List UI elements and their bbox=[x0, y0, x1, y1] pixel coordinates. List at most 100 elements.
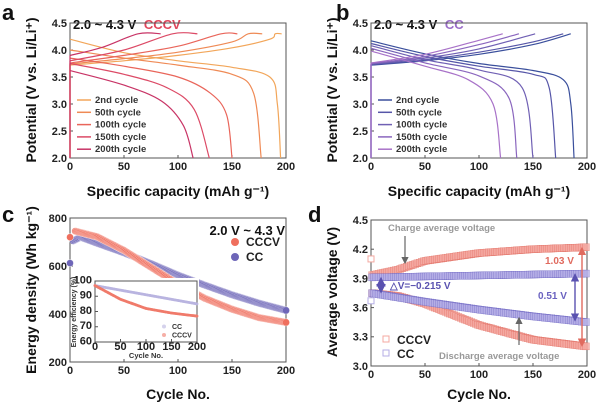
inset-point bbox=[195, 302, 199, 306]
panel-a-ytick-label: 3.5 bbox=[52, 72, 67, 84]
panel-a-legend-label: 100th cycle bbox=[95, 120, 146, 131]
panel-b-ytick-label: 2.5 bbox=[353, 126, 368, 138]
panel-b-charge-curve bbox=[370, 33, 520, 65]
panel-b-charge-curve bbox=[370, 33, 503, 64]
panel-c-xlabel: Cycle No. bbox=[146, 386, 210, 402]
panel-a-xtick-label: 50 bbox=[118, 161, 130, 173]
panel-c-xtick-label: 150 bbox=[223, 365, 241, 377]
panel-c-xtick-label: 0 bbox=[67, 365, 73, 377]
panel-b-ytick-label: 4.5 bbox=[353, 18, 368, 30]
inset-xtick-label: 0 bbox=[92, 341, 98, 353]
panel-c-legend-marker bbox=[231, 253, 239, 261]
panel-c-ytick-label: 200 bbox=[49, 357, 67, 369]
panel-d-ytick-label: 3.6 bbox=[353, 302, 368, 314]
panel-b-xtick-label: 100 bbox=[470, 161, 488, 173]
panel-a-xtick-label: 100 bbox=[169, 161, 187, 173]
panel-c-ytick-label: 800 bbox=[49, 213, 67, 225]
panel-a-ytick-label: 2.0 bbox=[52, 153, 67, 165]
panel-d-ytick-label: 4.2 bbox=[353, 244, 368, 256]
panel-b-xtick-label: 0 bbox=[368, 161, 374, 173]
panel-d-xtick-label: 200 bbox=[578, 369, 596, 381]
panel-letter-b: b bbox=[336, 0, 349, 25]
panel-b-ylabel: Potential (V vs. Li/Li⁺) bbox=[324, 17, 340, 162]
panel-b-charge-curve bbox=[370, 33, 536, 65]
panel-a-ytick-label: 4.0 bbox=[52, 45, 67, 57]
panel-c-xtick-label: 200 bbox=[277, 365, 295, 377]
panel-d-point bbox=[582, 269, 590, 278]
inset-point bbox=[195, 314, 199, 318]
panel-d-xtick-label: 100 bbox=[470, 369, 488, 381]
panel-a-ylabel: Potential (V vs. Li/Li⁺) bbox=[23, 17, 39, 162]
inset-ylabel: Energy efficiency (%) bbox=[71, 277, 78, 348]
panel-b-ytick-label: 2.0 bbox=[353, 153, 368, 165]
panel-a-ytick-label: 2.5 bbox=[52, 126, 67, 138]
panel-c-point bbox=[282, 306, 290, 315]
panel-b-xtick-label: 150 bbox=[524, 161, 542, 173]
panel-a-title: 2.0 ~ 4.3 V CCCV bbox=[73, 17, 181, 32]
panel-a-xtick-label: 150 bbox=[223, 161, 241, 173]
inset-ytick-label: 70 bbox=[80, 320, 92, 332]
panel-a-discharge-curve bbox=[69, 49, 262, 159]
inset-xtick-label: 150 bbox=[162, 341, 180, 353]
panel-b-legend-label: 200th cycle bbox=[396, 144, 447, 155]
panel-c-legend-label: CCCV bbox=[246, 235, 280, 249]
panel-d-point bbox=[582, 318, 590, 326]
panel-c-point bbox=[66, 233, 74, 241]
panel-d-xtick-label: 0 bbox=[368, 369, 374, 381]
panel-b-discharge-curve bbox=[370, 42, 557, 159]
inset-ytick-label: 90 bbox=[80, 290, 92, 302]
inset-ytick-label: 60 bbox=[80, 335, 92, 347]
panel-d-ytick-label: 3.3 bbox=[353, 332, 368, 344]
panel-a-ytick-label: 4.5 bbox=[52, 18, 67, 30]
panel-c-ylabel: Energy density (Wh kg⁻¹) bbox=[23, 206, 39, 374]
panel-d-outlier-point bbox=[367, 297, 375, 305]
charge-average-voltage-label: Charge average voltage bbox=[388, 223, 495, 234]
inset-legend-label: CCCV bbox=[172, 333, 192, 340]
panel-d-point bbox=[582, 342, 590, 351]
panel-b-ytick-label: 3.0 bbox=[353, 99, 368, 111]
panel-c-xtick-label: 50 bbox=[118, 365, 130, 377]
cc-gap-label: 0.51 V bbox=[538, 291, 567, 302]
panel-c-ytick-label: 600 bbox=[49, 261, 67, 273]
panel-a-xtick-label: 200 bbox=[277, 161, 295, 173]
panel-a-legend-label: 200th cycle bbox=[95, 144, 146, 155]
panel-d-legend-marker bbox=[382, 335, 390, 343]
panel-c-legend-marker bbox=[231, 238, 239, 246]
panel-b-xlabel: Specific capacity (mAh g⁻¹) bbox=[388, 183, 570, 199]
panel-c-ytick-label: 400 bbox=[49, 309, 67, 321]
inset-xtick-label: 100 bbox=[137, 341, 155, 353]
inset-legend-marker bbox=[162, 324, 166, 329]
panel-a-discharge-curve bbox=[69, 62, 210, 159]
panel-b-legend-label: 50th cycle bbox=[396, 107, 442, 118]
panel-letter-a: a bbox=[2, 0, 15, 25]
panel-d-ytick-label: 4.5 bbox=[353, 215, 368, 227]
panel-d-ylabel: Average voltage (V) bbox=[324, 227, 340, 357]
inset-legend-label: CC bbox=[172, 324, 182, 331]
panel-b-title: 2.0 ~ 4.3 V CC bbox=[374, 17, 464, 32]
panel-d-legend-marker bbox=[382, 349, 390, 357]
panel-b-charge-curve bbox=[370, 33, 571, 66]
panel-a-legend-label: 2nd cycle bbox=[95, 95, 138, 106]
delta-v-label: △V=−0.215 V bbox=[389, 281, 451, 292]
panel-d-outlier-point bbox=[367, 255, 375, 263]
inset-xlabel: Cycle No. bbox=[129, 351, 163, 360]
panel-b-legend-label: 2nd cycle bbox=[396, 95, 439, 106]
panel-d-xtick-label: 50 bbox=[419, 369, 431, 381]
inset-xtick-label: 50 bbox=[114, 341, 126, 353]
panel-b-xtick-label: 200 bbox=[578, 161, 596, 173]
panel-b-discharge-curve bbox=[370, 50, 502, 159]
inset-ytick-label: 80 bbox=[80, 305, 92, 317]
panel-a-charge-curve bbox=[69, 32, 282, 66]
panel-c-xtick-label: 100 bbox=[169, 365, 187, 377]
panel-b-xtick-label: 50 bbox=[419, 161, 431, 173]
panel-b-legend-label: 150th cycle bbox=[396, 132, 447, 143]
panel-a-charge-curve bbox=[69, 32, 161, 56]
panel-d-xtick-label: 150 bbox=[524, 369, 542, 381]
panel-a-charge-curve bbox=[69, 32, 198, 62]
panel-a-legend-label: 150th cycle bbox=[95, 132, 146, 143]
inset-ytick-label: 100 bbox=[74, 274, 92, 286]
panel-a-title-mode: CCCV bbox=[144, 17, 181, 32]
panel-b-title-mode: CC bbox=[445, 17, 464, 32]
